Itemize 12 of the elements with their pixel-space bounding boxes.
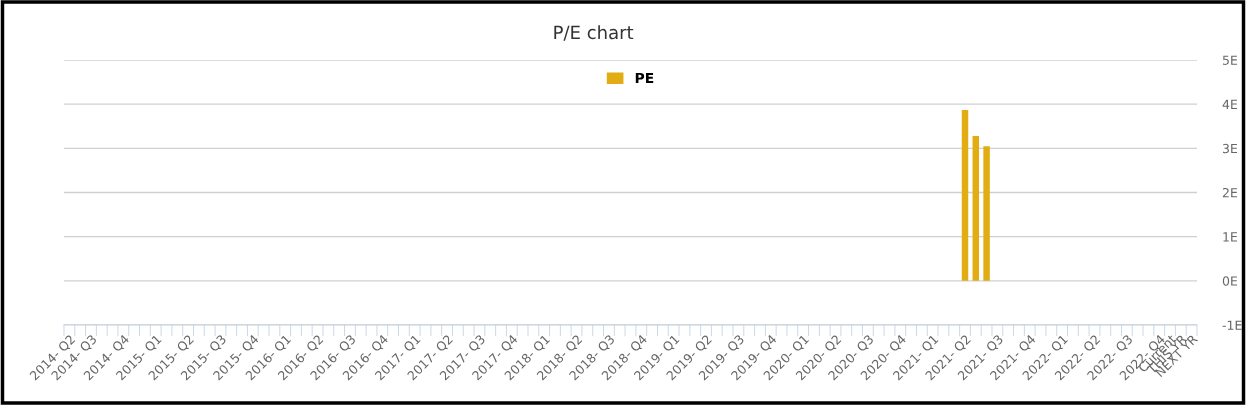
bar	[961, 109, 969, 281]
y-tick-label: 2E	[1222, 187, 1238, 198]
y-tick-label: 4E	[1222, 99, 1238, 109]
y-tick-label: -1E	[1222, 320, 1242, 330]
bar	[983, 146, 990, 281]
legend-label: PE	[635, 72, 654, 84]
y-tick-label: 1E	[1223, 232, 1238, 242]
bar	[972, 135, 980, 281]
y-tick-label: 0E	[1222, 276, 1238, 286]
y-tick-label: 5E	[1222, 55, 1238, 65]
y-tick-label: 3E	[1222, 143, 1238, 154]
chart-title: P/E chart	[554, 25, 634, 41]
